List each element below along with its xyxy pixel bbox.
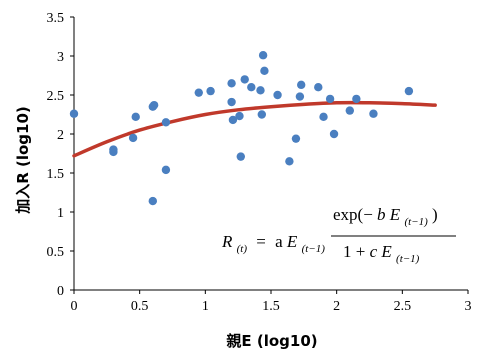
- data-point: [69, 109, 79, 118]
- data-point: [291, 134, 301, 143]
- numerator-subscript: (t−1): [404, 216, 428, 228]
- data-point: [149, 100, 159, 110]
- data-point: [404, 86, 414, 96]
- x-tick-label: 3: [465, 299, 472, 314]
- svg-text:R (t) = a: R (t) = a E (t−1): [221, 232, 325, 256]
- data-point: [345, 106, 354, 115]
- data-point: [260, 66, 269, 76]
- equation-e: E: [286, 232, 298, 251]
- y-axis-title: 加入R (log10): [14, 106, 32, 215]
- x-tick-label: 1.5: [262, 299, 280, 314]
- data-point: [352, 94, 361, 104]
- data-point: [235, 111, 244, 121]
- data-point: [131, 112, 140, 122]
- x-tick-label: 2.5: [394, 299, 412, 314]
- y-tick-label: 2.5: [47, 89, 65, 104]
- data-point: [161, 118, 171, 127]
- x-axis-title: 親E (log10): [226, 332, 317, 350]
- data-point: [148, 196, 157, 206]
- x-tick-label: 0: [71, 299, 78, 314]
- data-point: [319, 112, 328, 122]
- data-point: [236, 152, 245, 161]
- y-ticks: 0 0.5 1 1.5 2 2.5 3 3.5: [47, 11, 74, 299]
- data-point: [273, 90, 282, 100]
- x-tick-label: 2: [333, 299, 340, 314]
- y-tick-label: 3.5: [47, 11, 65, 26]
- data-point: [247, 83, 256, 92]
- fit-curve-layer: [72, 100, 437, 158]
- data-point: [161, 165, 171, 175]
- data-point: [228, 115, 238, 125]
- data-point: [109, 147, 118, 157]
- equation-coef: a: [275, 232, 283, 251]
- data-point: [369, 109, 378, 118]
- data-point: [257, 110, 267, 119]
- data-point: [128, 133, 138, 143]
- x-ticks: 0 0.5 1 1.5 2 2.5 3: [71, 290, 472, 314]
- fit-equation: R (t) = a E (t−1) exp(− b E (t−1) ) 1 + …: [221, 205, 456, 265]
- points-layer: [69, 51, 414, 206]
- equation-lhs: R: [221, 232, 233, 251]
- data-point: [258, 51, 268, 60]
- data-point: [256, 86, 265, 95]
- equation-e-subscript: (t−1): [302, 243, 326, 255]
- x-tick-label: 1: [202, 299, 209, 314]
- x-tick-label: 0.5: [131, 299, 149, 314]
- y-tick-label: 1: [57, 206, 64, 221]
- svg-text:1 + c E (t−: 1 + c E (t−1): [343, 242, 420, 265]
- data-point: [240, 75, 249, 84]
- y-tick-label: 1.5: [47, 167, 65, 182]
- denominator-subscript: (t−1): [396, 253, 420, 265]
- fit-curve-line: [72, 100, 437, 158]
- y-tick-label: 2: [57, 128, 64, 143]
- equation-equals: =: [256, 232, 266, 251]
- data-point: [329, 129, 339, 139]
- y-tick-label: 0: [57, 284, 64, 299]
- data-point: [314, 83, 323, 92]
- data-point: [227, 79, 236, 88]
- data-point: [227, 97, 236, 107]
- numerator-suffix: ): [432, 205, 438, 224]
- numerator-prefix: exp(−: [333, 205, 373, 224]
- data-point: [206, 86, 215, 96]
- denominator-c: c: [370, 242, 378, 261]
- svg-text:exp(− b E (t: exp(− b E (t−1) ): [333, 205, 438, 229]
- denominator-e: E: [380, 242, 392, 261]
- denominator-prefix: 1 +: [343, 242, 370, 261]
- equation-lhs-subscript: (t): [237, 243, 248, 255]
- data-point: [295, 92, 305, 101]
- data-point: [297, 80, 306, 90]
- numerator-b: b: [377, 205, 386, 224]
- axes: [73, 17, 468, 291]
- data-point: [194, 88, 203, 97]
- data-point: [325, 94, 335, 104]
- numerator-e: E: [389, 205, 401, 224]
- y-tick-label: 3: [57, 50, 64, 65]
- y-tick-label: 0.5: [47, 245, 65, 260]
- data-point: [285, 157, 294, 166]
